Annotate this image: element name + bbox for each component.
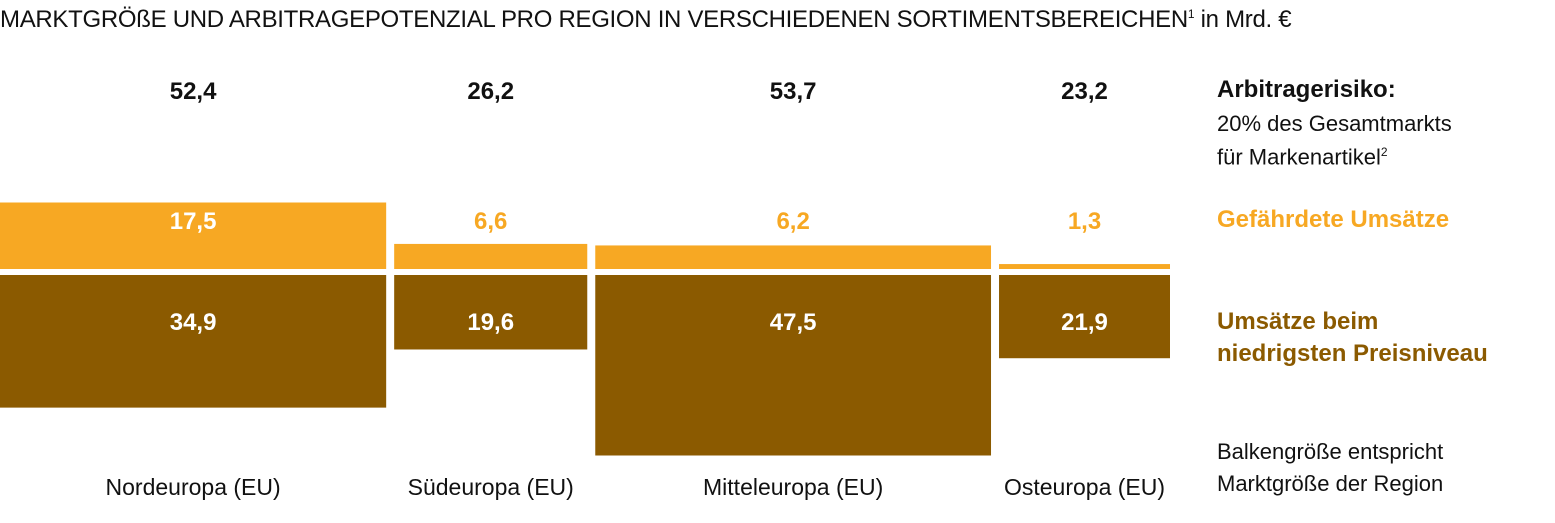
- region-1-lowest-label: 34,9: [170, 309, 217, 336]
- region-4-endangered-bar: [999, 264, 1170, 269]
- legend-risk-line2-text: für Markenartikel: [1217, 144, 1381, 170]
- region-4-total-label: 23,2: [1061, 78, 1108, 105]
- legend-lowest-line2: niedrigsten Preisniveau: [1217, 340, 1488, 367]
- legend-note-line2: Marktgröße der Region: [1217, 471, 1444, 496]
- region-2-lowest-label: 19,6: [467, 309, 514, 336]
- title-footnote-mark: 1: [1187, 7, 1195, 21]
- title-unit: in Mrd. €: [1194, 6, 1292, 33]
- region-4-endangered-label: 1,3: [1068, 208, 1101, 235]
- region-1-total-label: 52,4: [170, 78, 217, 105]
- region-1-category-label: Nordeuropa (EU): [106, 474, 281, 500]
- region-4-lowest-bar: [999, 275, 1170, 359]
- region-1-endangered-bar: [0, 202, 387, 269]
- region-1-lowest-bar: [0, 275, 387, 408]
- region-2-endangered-bar: [394, 243, 588, 269]
- region-3-lowest-label: 47,5: [770, 309, 817, 336]
- region-4-category-label: Osteuropa (EU): [1004, 474, 1165, 500]
- region-2-category-label: Südeuropa (EU): [408, 474, 574, 500]
- region-2-total-label: 26,2: [467, 78, 514, 105]
- region-3-lowest-bar: [595, 275, 992, 456]
- legend-risk-title: Arbitragerisiko:: [1217, 76, 1396, 103]
- legend-risk-line2: für Markenartikel2: [1217, 138, 1547, 171]
- region-3-endangered-bar: [595, 245, 992, 269]
- chart-title: MARKTGRÖßE UND ARBITRAGEPOTENZIAL PRO RE…: [0, 6, 1292, 34]
- region-2-endangered-label: 6,6: [474, 208, 507, 235]
- chart-title-text: MARKTGRÖßE UND ARBITRAGEPOTENZIAL PRO RE…: [0, 6, 1188, 33]
- region-1-endangered-label: 17,5: [170, 208, 217, 235]
- legend-note-line1: Balkengröße entspricht: [1217, 439, 1444, 464]
- legend-risk-line1: 20% des Gesamtmarkts: [1217, 111, 1452, 136]
- region-3-category-label: Mitteleuropa (EU): [703, 474, 883, 500]
- legend-risk-footnote-mark: 2: [1380, 145, 1388, 159]
- region-3-endangered-label: 6,2: [776, 208, 809, 235]
- legend-risk-description: 20% des Gesamtmarkts für Markenartikel2: [1217, 110, 1547, 171]
- legend-endangered-sales: Gefährdete Umsätze: [1217, 206, 1450, 233]
- legend-lowest-price-sales: Umsätze beim niedrigsten Preisniveau: [1217, 306, 1547, 370]
- legend-lowest-line1: Umsätze beim: [1217, 308, 1379, 335]
- region-2-lowest-bar: [394, 275, 588, 350]
- region-4-lowest-label: 21,9: [1061, 309, 1108, 336]
- legend-size-note: Balkengröße entspricht Marktgröße der Re…: [1217, 436, 1547, 500]
- marimekko-chart: 52,4 17,5 34,9 Nordeuropa (EU) 26,2 6,6 19,6 Sü…: [0, 78, 1170, 500]
- region-3-total-label: 53,7: [770, 78, 817, 105]
